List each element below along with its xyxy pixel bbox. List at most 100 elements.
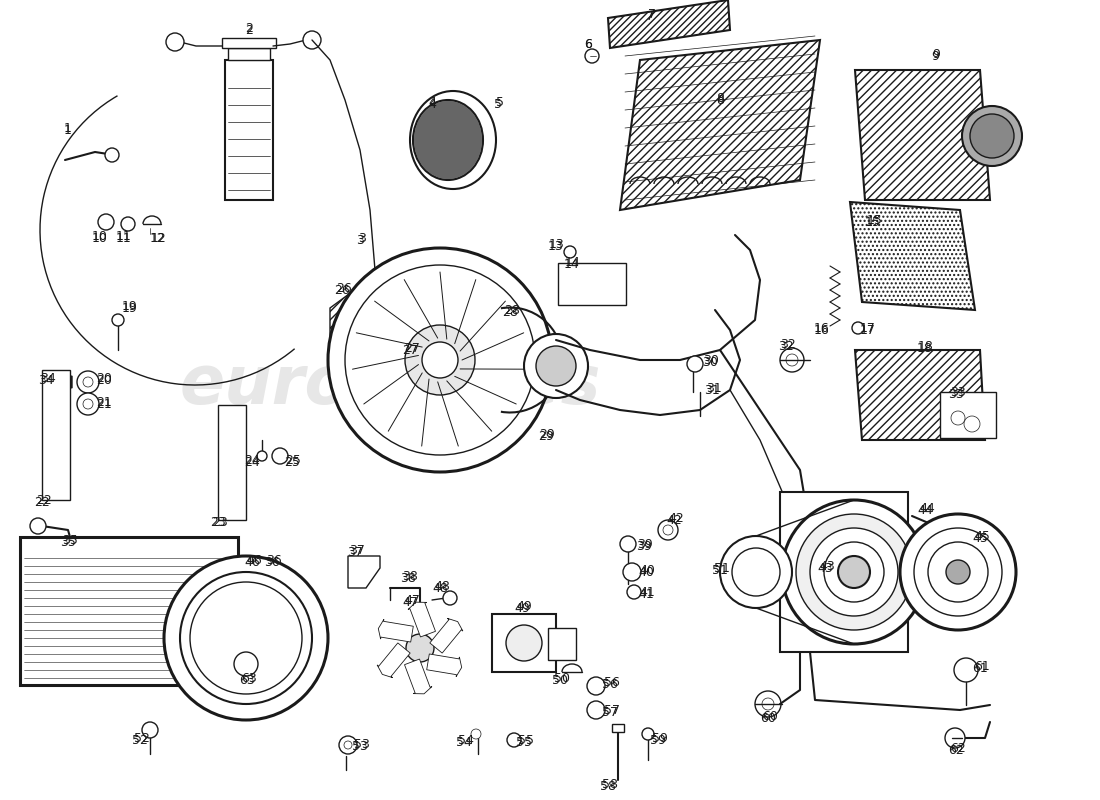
Circle shape bbox=[952, 411, 965, 425]
Text: 59: 59 bbox=[652, 731, 668, 745]
Text: 62: 62 bbox=[950, 742, 966, 754]
Text: 14: 14 bbox=[565, 255, 581, 269]
Text: 17: 17 bbox=[860, 323, 876, 337]
Polygon shape bbox=[58, 376, 72, 388]
Circle shape bbox=[405, 325, 475, 395]
Text: 46: 46 bbox=[244, 555, 260, 569]
Circle shape bbox=[524, 334, 589, 398]
Circle shape bbox=[339, 736, 358, 754]
Text: 19: 19 bbox=[122, 299, 138, 313]
Text: 49: 49 bbox=[516, 599, 532, 613]
Text: 15: 15 bbox=[865, 215, 881, 229]
Text: 58: 58 bbox=[600, 779, 616, 793]
Text: 40: 40 bbox=[639, 563, 654, 577]
Text: 53: 53 bbox=[352, 739, 367, 753]
Text: 60: 60 bbox=[762, 710, 778, 722]
Circle shape bbox=[406, 634, 434, 662]
Circle shape bbox=[98, 214, 114, 230]
Circle shape bbox=[688, 356, 703, 372]
Text: 22: 22 bbox=[34, 495, 50, 509]
Text: 62: 62 bbox=[948, 743, 964, 757]
Text: 44: 44 bbox=[917, 503, 933, 517]
Circle shape bbox=[104, 148, 119, 162]
Text: 32: 32 bbox=[778, 339, 794, 353]
Text: 1: 1 bbox=[64, 123, 72, 137]
Text: 55: 55 bbox=[516, 735, 532, 749]
FancyArrow shape bbox=[378, 619, 414, 642]
Circle shape bbox=[780, 348, 804, 372]
Text: 43: 43 bbox=[817, 562, 833, 574]
Text: 13: 13 bbox=[549, 238, 565, 250]
Text: 36: 36 bbox=[264, 555, 279, 569]
Text: 30: 30 bbox=[702, 355, 718, 369]
FancyArrow shape bbox=[427, 654, 462, 677]
FancyArrow shape bbox=[430, 618, 463, 653]
Text: 24: 24 bbox=[244, 454, 260, 466]
Text: 61: 61 bbox=[975, 659, 990, 673]
Circle shape bbox=[914, 528, 1002, 616]
Text: 6: 6 bbox=[584, 38, 592, 50]
Text: 27: 27 bbox=[403, 343, 418, 357]
Circle shape bbox=[82, 377, 94, 387]
Text: 33: 33 bbox=[950, 386, 966, 398]
Bar bbox=[222, 38, 276, 48]
Text: 54: 54 bbox=[458, 734, 474, 746]
Text: 39: 39 bbox=[636, 539, 652, 553]
Text: 56: 56 bbox=[604, 675, 620, 689]
Text: 26: 26 bbox=[334, 283, 350, 297]
Circle shape bbox=[755, 691, 781, 717]
Text: 16: 16 bbox=[814, 322, 829, 334]
Bar bbox=[780, 492, 908, 652]
Text: 21: 21 bbox=[96, 395, 112, 409]
Text: 39: 39 bbox=[637, 538, 653, 550]
Text: 12: 12 bbox=[151, 231, 167, 245]
Bar bbox=[42, 370, 70, 500]
Text: 9: 9 bbox=[931, 50, 939, 62]
Text: 29: 29 bbox=[538, 430, 554, 442]
Text: 14: 14 bbox=[564, 258, 580, 270]
Circle shape bbox=[180, 572, 312, 704]
Text: 26: 26 bbox=[337, 282, 352, 294]
Circle shape bbox=[471, 729, 481, 739]
Text: 38: 38 bbox=[403, 570, 418, 582]
Text: 52: 52 bbox=[134, 731, 150, 745]
Circle shape bbox=[82, 399, 94, 409]
Text: 10: 10 bbox=[92, 231, 108, 245]
Text: 7: 7 bbox=[648, 7, 656, 21]
Circle shape bbox=[782, 500, 926, 644]
Text: 9: 9 bbox=[932, 47, 939, 61]
Circle shape bbox=[77, 393, 99, 415]
Circle shape bbox=[796, 514, 912, 630]
Text: 54: 54 bbox=[456, 735, 472, 749]
Bar bbox=[218, 405, 246, 520]
Text: 63: 63 bbox=[241, 671, 257, 685]
Circle shape bbox=[762, 698, 774, 710]
Text: eurospares: eurospares bbox=[179, 352, 601, 418]
Circle shape bbox=[344, 741, 352, 749]
Text: 12: 12 bbox=[150, 231, 166, 245]
Polygon shape bbox=[348, 556, 380, 588]
Circle shape bbox=[422, 342, 458, 378]
Polygon shape bbox=[620, 40, 820, 210]
Text: 58: 58 bbox=[602, 778, 618, 790]
Text: 37: 37 bbox=[349, 543, 365, 557]
Polygon shape bbox=[330, 280, 369, 356]
Text: 29: 29 bbox=[539, 427, 554, 441]
Circle shape bbox=[166, 33, 184, 51]
Text: 45: 45 bbox=[975, 530, 990, 542]
Text: 50: 50 bbox=[554, 671, 570, 685]
Text: 48: 48 bbox=[432, 582, 448, 594]
Text: 2: 2 bbox=[245, 23, 253, 37]
Text: 20: 20 bbox=[96, 371, 112, 385]
Circle shape bbox=[328, 248, 552, 472]
Circle shape bbox=[302, 31, 321, 49]
Circle shape bbox=[164, 556, 328, 720]
Text: 50: 50 bbox=[552, 674, 568, 686]
Text: 40: 40 bbox=[638, 566, 653, 578]
Bar bbox=[612, 724, 624, 732]
Circle shape bbox=[824, 542, 884, 602]
Circle shape bbox=[720, 536, 792, 608]
Polygon shape bbox=[266, 565, 282, 614]
Text: 23: 23 bbox=[212, 515, 228, 529]
Text: 34: 34 bbox=[40, 371, 56, 385]
